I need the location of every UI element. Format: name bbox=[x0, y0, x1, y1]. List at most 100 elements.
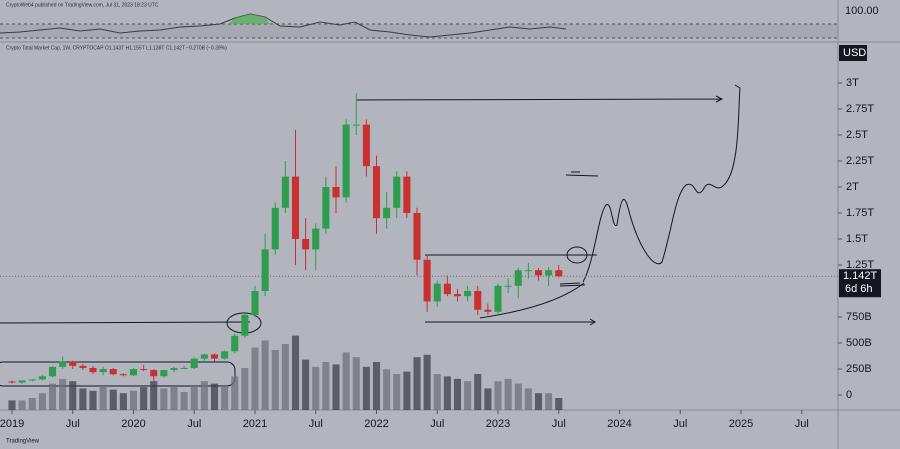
candle-body bbox=[372, 166, 381, 219]
drawings bbox=[0, 84, 741, 387]
last-price: 1.142T bbox=[843, 270, 878, 282]
y-tick-label: 1.75T bbox=[846, 207, 874, 219]
candle-body bbox=[534, 270, 543, 276]
volume-bar bbox=[129, 390, 138, 410]
x-tick-label: Jul bbox=[795, 418, 809, 430]
volume-bar bbox=[413, 357, 421, 410]
y-tick-label: 750B bbox=[846, 311, 872, 323]
candle-body bbox=[251, 291, 259, 315]
volume-bar bbox=[453, 378, 462, 410]
candle-body bbox=[514, 270, 522, 286]
currency-box bbox=[839, 45, 867, 61]
volume-bar bbox=[190, 386, 198, 410]
candle-body bbox=[545, 270, 553, 276]
candle-body bbox=[393, 176, 401, 208]
volume-bar bbox=[221, 386, 229, 410]
candle-body bbox=[332, 186, 340, 198]
candle-body bbox=[18, 380, 26, 383]
volume-bar bbox=[312, 366, 320, 410]
candle-body bbox=[291, 176, 300, 239]
y-tick-label: 500B bbox=[846, 337, 872, 349]
x-tick-label: Jul bbox=[187, 418, 201, 430]
volume-bar bbox=[18, 400, 26, 410]
volume-bar bbox=[271, 350, 279, 410]
candle-body bbox=[69, 361, 77, 366]
candle-body bbox=[89, 367, 97, 373]
volume-bar bbox=[109, 389, 117, 410]
volume-bar bbox=[281, 344, 289, 410]
volume-bar bbox=[251, 347, 259, 410]
volume-bar bbox=[372, 362, 381, 410]
volume-bar bbox=[302, 359, 310, 410]
candle-body bbox=[464, 291, 472, 297]
volume-bar bbox=[59, 378, 67, 410]
volume-bar bbox=[160, 388, 168, 410]
candle-body bbox=[383, 207, 391, 219]
candle-body bbox=[8, 381, 16, 383]
volume-bar bbox=[200, 381, 208, 410]
watermark: TradingView bbox=[6, 439, 40, 445]
legend: Crypto Total Market Cap, 1W, CRYPTOCAP O… bbox=[6, 45, 227, 51]
volume-bar bbox=[474, 374, 482, 410]
x-tick-label: 2025 bbox=[729, 418, 753, 430]
candle-body bbox=[271, 207, 279, 250]
candle-body bbox=[170, 367, 178, 371]
candle-body bbox=[150, 370, 158, 377]
rsi-line bbox=[0, 13, 567, 38]
x-tick-label: Jul bbox=[309, 418, 323, 430]
volume-bar bbox=[545, 393, 553, 410]
volume-bar bbox=[8, 400, 16, 410]
candle-body bbox=[160, 370, 168, 377]
rsi-band bbox=[0, 24, 838, 38]
y-tick-label: 2T bbox=[846, 181, 859, 193]
y-tick-label: 2.25T bbox=[846, 155, 874, 167]
volume-bar bbox=[291, 335, 300, 410]
x-tick-label: Jul bbox=[430, 418, 444, 430]
candle-body bbox=[210, 354, 219, 359]
rsi-overbought bbox=[228, 14, 270, 24]
volume-bar bbox=[524, 388, 532, 410]
x-tick-label: 2022 bbox=[364, 418, 388, 430]
volume-bar bbox=[403, 371, 411, 410]
x-tick-label: 2021 bbox=[243, 418, 267, 430]
volume-bar bbox=[48, 383, 57, 410]
x-tick-label: Jul bbox=[552, 418, 566, 430]
volume-bar bbox=[261, 340, 269, 410]
x-tick-label: Jul bbox=[66, 418, 80, 430]
candle-body bbox=[129, 369, 138, 376]
volume-bar bbox=[352, 357, 360, 410]
y-tick-label: 250B bbox=[846, 363, 872, 375]
volume-bar bbox=[140, 387, 148, 410]
volume-bar bbox=[119, 393, 127, 410]
candle-body bbox=[555, 270, 563, 277]
volume-bar bbox=[332, 364, 340, 410]
volume-bar bbox=[322, 362, 330, 410]
volume-bar bbox=[79, 388, 87, 410]
candle-body bbox=[433, 283, 441, 302]
y-tick-label: 1.5T bbox=[846, 233, 868, 245]
volume-bar bbox=[514, 383, 522, 410]
volume-bar bbox=[504, 378, 512, 410]
candle-body bbox=[48, 366, 57, 377]
y-tick-label: 1.25T bbox=[846, 259, 874, 271]
candle-body bbox=[59, 361, 67, 367]
volume-bar bbox=[484, 388, 492, 410]
volume-bar bbox=[241, 368, 249, 410]
volume-bar bbox=[464, 381, 472, 410]
candle-body bbox=[312, 228, 320, 250]
candle-body bbox=[494, 285, 502, 312]
y-tick-label: 3T bbox=[846, 77, 859, 89]
candle-body bbox=[342, 124, 350, 198]
header: CryptoWeb4 published on TradingView.com,… bbox=[6, 2, 159, 8]
candle-body bbox=[241, 314, 249, 336]
volume-bar bbox=[423, 354, 431, 410]
candle-body bbox=[140, 369, 148, 371]
x-tick-label: 2020 bbox=[121, 418, 145, 430]
candle-body bbox=[200, 354, 208, 359]
rsi-label: 100.00 bbox=[845, 5, 879, 17]
y-tick-label: 2.75T bbox=[846, 103, 874, 115]
volume-bar bbox=[180, 392, 188, 410]
